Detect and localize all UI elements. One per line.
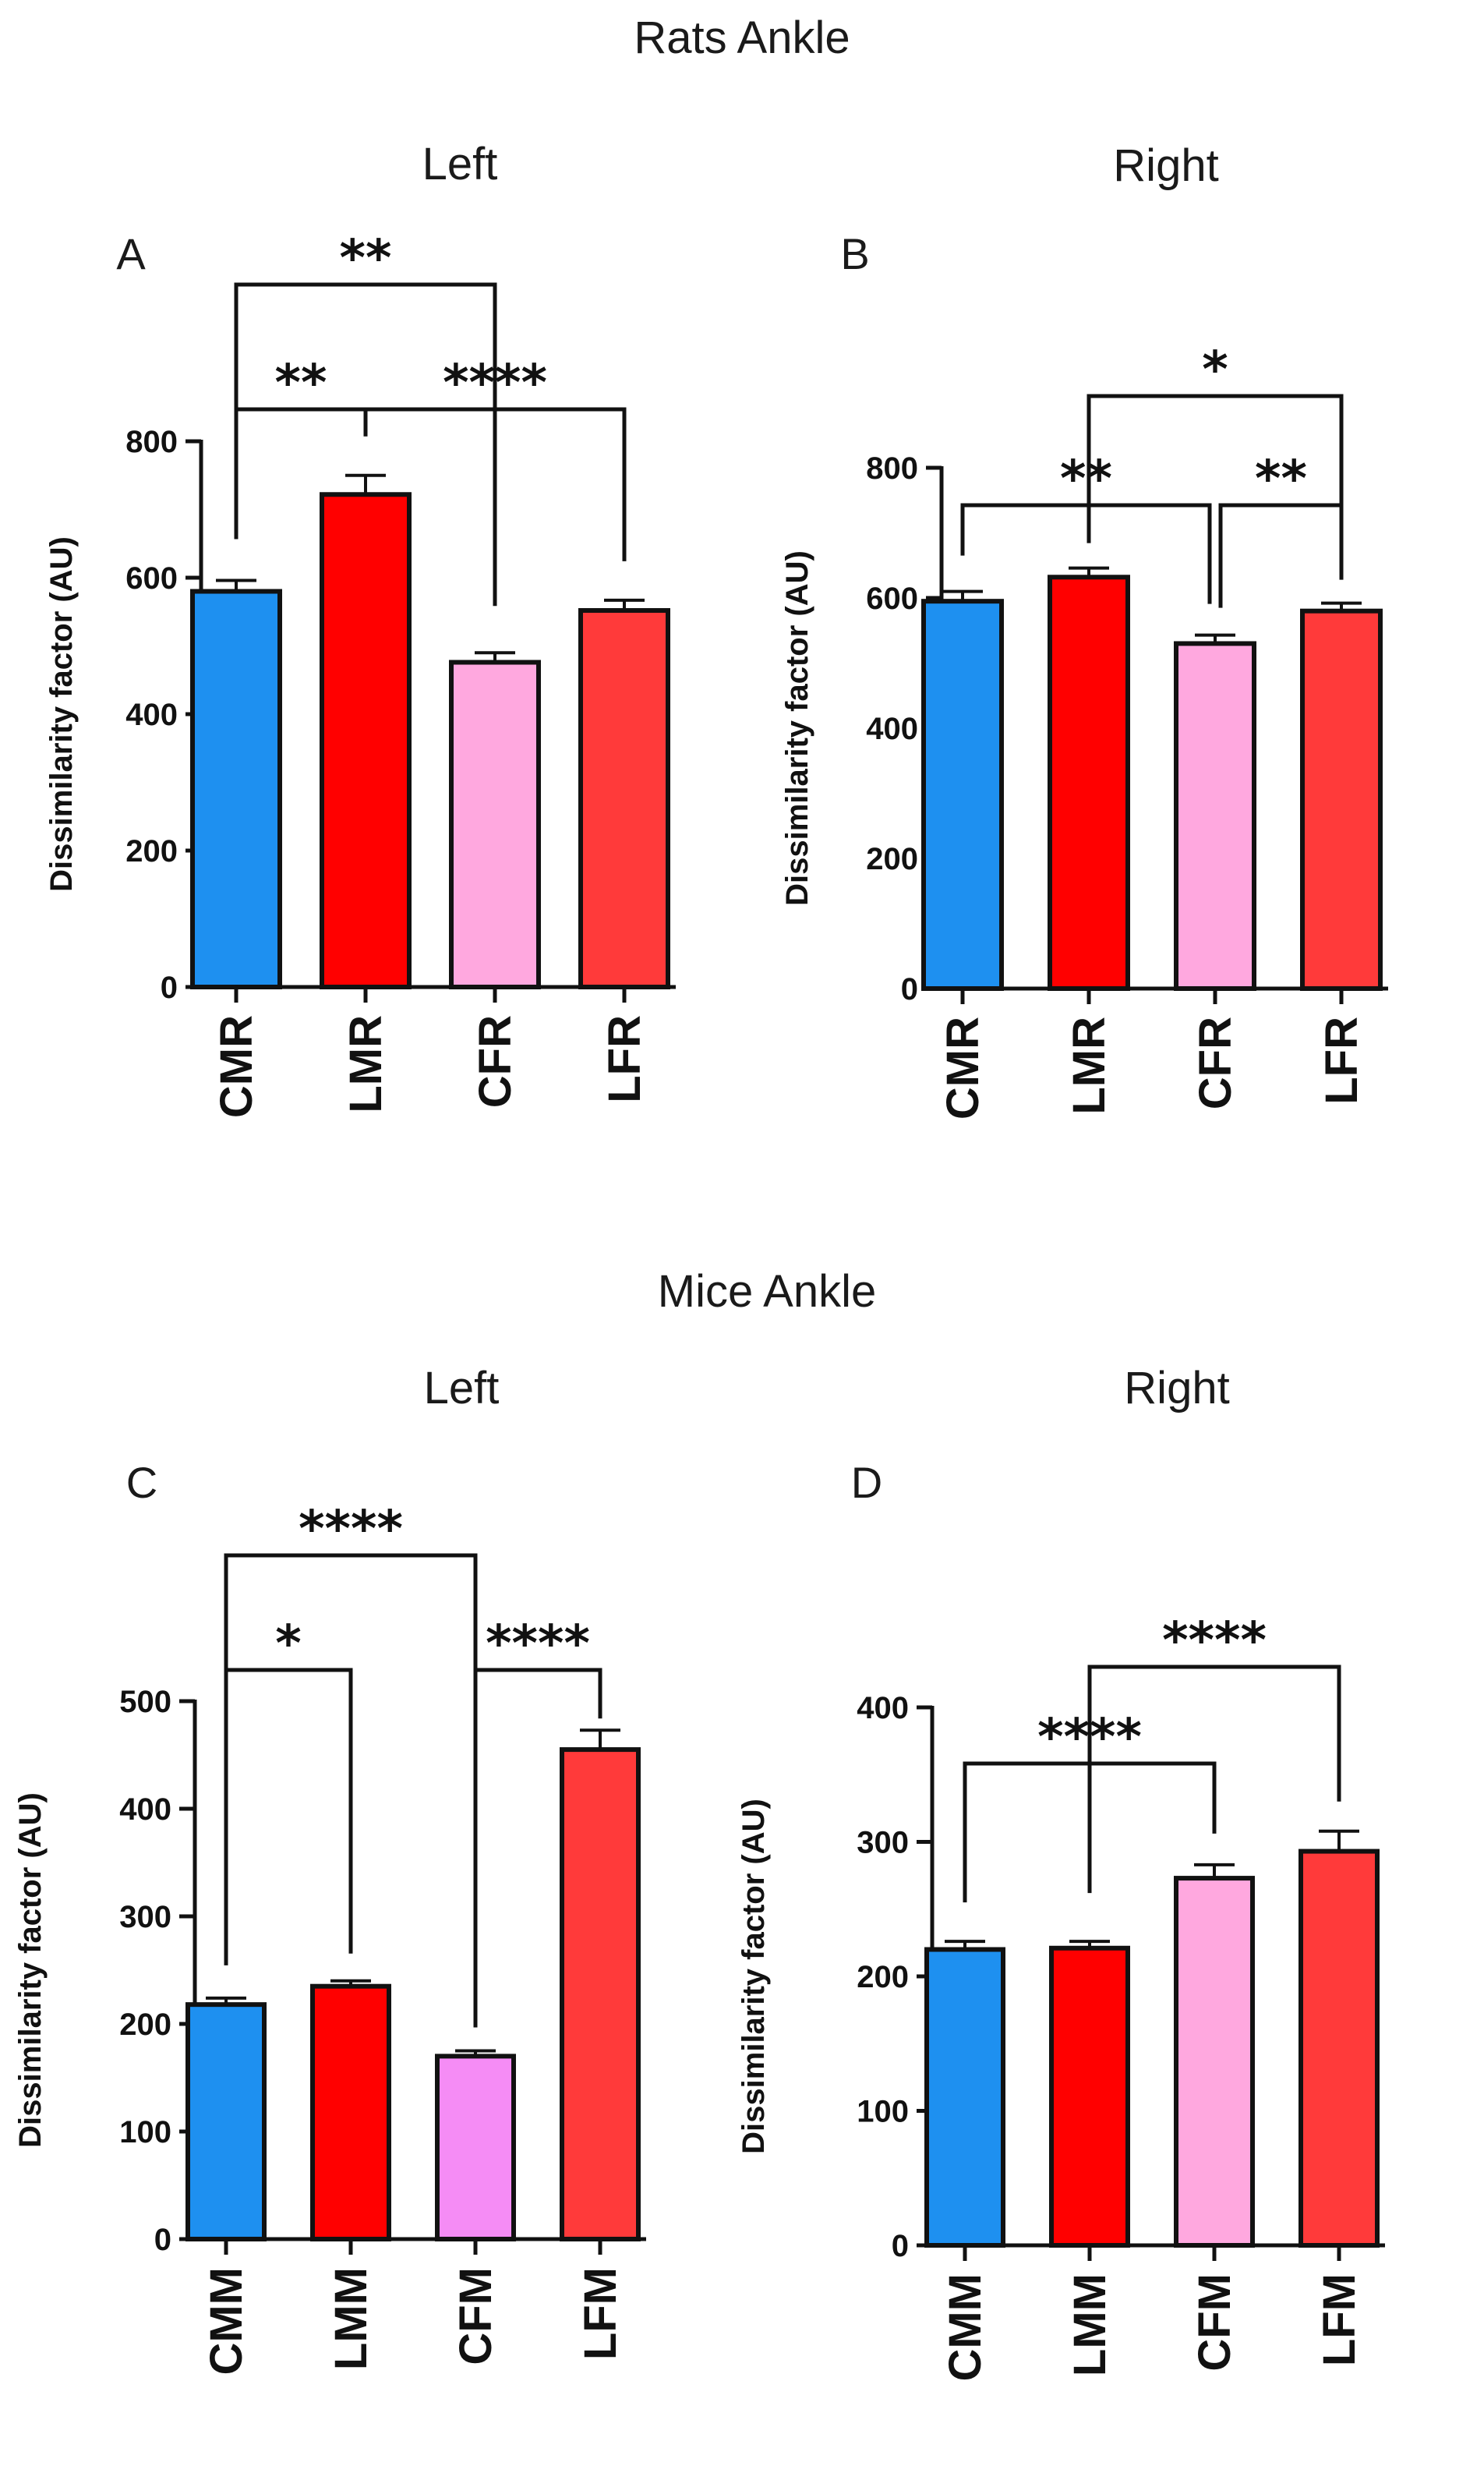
bar-lmm bbox=[310, 1983, 391, 2241]
significance-label: ** bbox=[275, 355, 327, 412]
y-axis-label: Dissimilarity factor (AU) bbox=[44, 536, 79, 892]
panel-d: Right D 0 100 200 300 400 Dissimilarity factor … bbox=[737, 1363, 1385, 2382]
significance-bracket bbox=[1218, 503, 1344, 608]
mice-section-title: Mice Ankle bbox=[658, 1266, 876, 1317]
bar-lfr bbox=[1300, 608, 1383, 991]
y-tick-label: 600 bbox=[866, 582, 918, 616]
significance-bracket bbox=[1087, 1665, 1341, 1894]
y-axis-label: Dissimilarity factor (AU) bbox=[780, 550, 814, 906]
bar-cfr bbox=[1174, 641, 1256, 991]
y-tick-label: 100 bbox=[119, 2115, 171, 2149]
y-tick-label: 200 bbox=[125, 834, 178, 869]
significance-label: **** bbox=[299, 1501, 403, 1558]
significance-label: ** bbox=[1060, 451, 1112, 508]
significance-label: **** bbox=[486, 1615, 590, 1673]
panel-subtitle: Right bbox=[1113, 140, 1218, 191]
panel-letter: B bbox=[840, 229, 869, 278]
bar-lmr bbox=[1048, 575, 1130, 991]
bar-lfm bbox=[1298, 1849, 1380, 2248]
bar-lmr bbox=[320, 492, 412, 989]
y-axis-label: Dissimilarity factor (AU) bbox=[737, 1799, 771, 2154]
y-tick-label: 600 bbox=[125, 561, 178, 596]
y-tick-label: 100 bbox=[857, 2095, 909, 2129]
y-tick-label: 200 bbox=[857, 1960, 909, 1994]
x-tick-label: LMM bbox=[1065, 2273, 1115, 2376]
panel-subtitle: Left bbox=[424, 1363, 500, 1413]
y-tick-label: 0 bbox=[892, 2229, 909, 2263]
significance-label: * bbox=[1202, 341, 1228, 399]
significance-label: **** bbox=[443, 355, 547, 412]
panel-letter: A bbox=[116, 229, 146, 278]
significance-bracket bbox=[363, 407, 627, 561]
y-tick-label: 800 bbox=[125, 425, 178, 459]
y-tick-label: 300 bbox=[857, 1826, 909, 1860]
significance-bracket bbox=[960, 503, 1212, 604]
bar-cmm bbox=[924, 1947, 1005, 2248]
y-tick-label: 500 bbox=[119, 1685, 171, 1719]
panel-b: Right B 0 200 400 600 800 Dissimilarity factor … bbox=[780, 140, 1388, 1120]
y-tick-label: 200 bbox=[866, 842, 918, 876]
x-tick-label: CFR bbox=[1190, 1017, 1241, 1109]
y-tick-label: 300 bbox=[119, 1900, 171, 1934]
bar-cmr bbox=[190, 589, 282, 989]
x-tick-label: LMR bbox=[341, 1015, 391, 1113]
significance-label: * bbox=[275, 1615, 301, 1673]
rats-section-title: Rats Ankle bbox=[634, 12, 850, 63]
x-tick-label: CFR bbox=[470, 1015, 521, 1108]
significance-bracket bbox=[1086, 394, 1344, 580]
x-tick-label: CFM bbox=[1189, 2273, 1240, 2372]
panel-a: Left A 0 200 400 600 800 Dissimilarity factor (… bbox=[44, 139, 676, 1118]
x-tick-label: CMR bbox=[938, 1017, 988, 1120]
x-tick-label: CFM bbox=[450, 2267, 501, 2365]
bar-cfm bbox=[1174, 1876, 1255, 2248]
significance-bracket bbox=[963, 1761, 1217, 1903]
panel-subtitle: Right bbox=[1124, 1363, 1229, 1413]
y-tick-label: 0 bbox=[161, 971, 178, 1005]
bar-cfr bbox=[449, 660, 541, 989]
panel-letter: D bbox=[851, 1458, 882, 1507]
x-tick-label: LFR bbox=[599, 1015, 650, 1103]
bar-cmr bbox=[921, 599, 1004, 991]
significance-bracket bbox=[224, 1668, 353, 1965]
x-tick-label: LFM bbox=[1314, 2273, 1365, 2366]
y-axis-label: Dissimilarity factor (AU) bbox=[13, 1792, 48, 2148]
y-tick-label: 800 bbox=[866, 451, 918, 486]
x-tick-label: LFM bbox=[575, 2267, 626, 2360]
bar-lfm bbox=[560, 1747, 641, 2242]
y-tick-label: 400 bbox=[119, 1792, 171, 1827]
bar-cmm bbox=[186, 2002, 267, 2241]
x-tick-label: LMM bbox=[326, 2267, 376, 2370]
y-tick-label: 200 bbox=[119, 2008, 171, 2042]
y-tick-label: 400 bbox=[866, 712, 918, 746]
significance-label: **** bbox=[1162, 1612, 1267, 1670]
x-tick-label: CMM bbox=[201, 2267, 252, 2376]
y-tick-label: 400 bbox=[125, 698, 178, 732]
bar-lmm bbox=[1049, 1945, 1130, 2248]
significance-label: **** bbox=[1037, 1709, 1142, 1767]
x-tick-label: LFR bbox=[1316, 1017, 1367, 1105]
x-tick-label: CMM bbox=[940, 2273, 991, 2382]
panel-subtitle: Left bbox=[422, 139, 498, 189]
x-tick-label: CMR bbox=[211, 1015, 262, 1118]
x-tick-label: LMR bbox=[1064, 1017, 1115, 1115]
bar-lfr bbox=[578, 608, 670, 989]
y-tick-label: 0 bbox=[154, 2223, 171, 2257]
panel-c: Left C 0 100 200 300 400 500 Dissimilarity facto… bbox=[13, 1363, 646, 2376]
y-tick-label: 400 bbox=[857, 1691, 909, 1725]
panel-letter: C bbox=[126, 1458, 157, 1507]
significance-label: ** bbox=[340, 230, 392, 288]
y-tick-label: 0 bbox=[901, 972, 918, 1007]
significance-bracket bbox=[473, 1668, 602, 2024]
significance-label: ** bbox=[1255, 451, 1307, 508]
bar-cfm bbox=[435, 2054, 516, 2241]
